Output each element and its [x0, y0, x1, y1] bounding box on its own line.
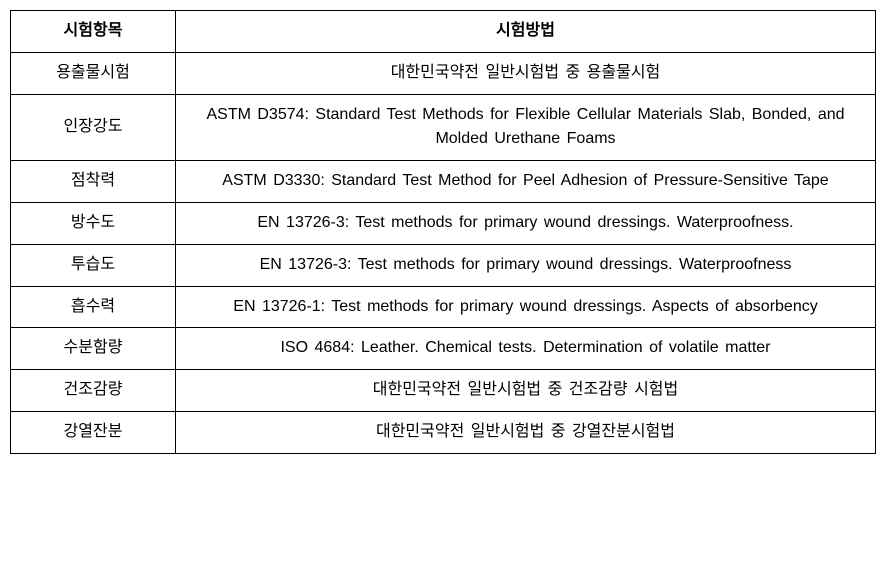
table-row: 강열잔분 대한민국약전 일반시험법 중 강열잔분시험법	[11, 411, 876, 453]
table-row: 건조감량 대한민국약전 일반시험법 중 건조감량 시험법	[11, 370, 876, 412]
cell-item: 흡수력	[11, 286, 176, 328]
table-row: 흡수력 EN 13726-1: Test methods for primary…	[11, 286, 876, 328]
table-row: 투습도 EN 13726-3: Test methods for primary…	[11, 244, 876, 286]
cell-item: 인장강도	[11, 94, 176, 161]
table-row: 수분함량 ISO 4684: Leather. Chemical tests. …	[11, 328, 876, 370]
test-methods-table: 시험항목 시험방법 용출물시험 대한민국약전 일반시험법 중 용출물시험 인장강…	[10, 10, 876, 454]
cell-method: EN 13726-1: Test methods for primary wou…	[176, 286, 876, 328]
table-row: 점착력 ASTM D3330: Standard Test Method for…	[11, 161, 876, 203]
cell-item: 강열잔분	[11, 411, 176, 453]
cell-method: 대한민국약전 일반시험법 중 용출물시험	[176, 52, 876, 94]
table-header-row: 시험항목 시험방법	[11, 11, 876, 53]
cell-method: 대한민국약전 일반시험법 중 강열잔분시험법	[176, 411, 876, 453]
cell-item: 수분함량	[11, 328, 176, 370]
cell-method: ISO 4684: Leather. Chemical tests. Deter…	[176, 328, 876, 370]
cell-method: EN 13726-3: Test methods for primary wou…	[176, 244, 876, 286]
table-row: 방수도 EN 13726-3: Test methods for primary…	[11, 202, 876, 244]
cell-method: 대한민국약전 일반시험법 중 건조감량 시험법	[176, 370, 876, 412]
cell-method: ASTM D3574: Standard Test Methods for Fl…	[176, 94, 876, 161]
cell-method: EN 13726-3: Test methods for primary wou…	[176, 202, 876, 244]
cell-item: 용출물시험	[11, 52, 176, 94]
header-method: 시험방법	[176, 11, 876, 53]
table-row: 인장강도 ASTM D3574: Standard Test Methods f…	[11, 94, 876, 161]
cell-method: ASTM D3330: Standard Test Method for Pee…	[176, 161, 876, 203]
cell-item: 투습도	[11, 244, 176, 286]
cell-item: 점착력	[11, 161, 176, 203]
cell-item: 건조감량	[11, 370, 176, 412]
table-row: 용출물시험 대한민국약전 일반시험법 중 용출물시험	[11, 52, 876, 94]
cell-item: 방수도	[11, 202, 176, 244]
header-item: 시험항목	[11, 11, 176, 53]
